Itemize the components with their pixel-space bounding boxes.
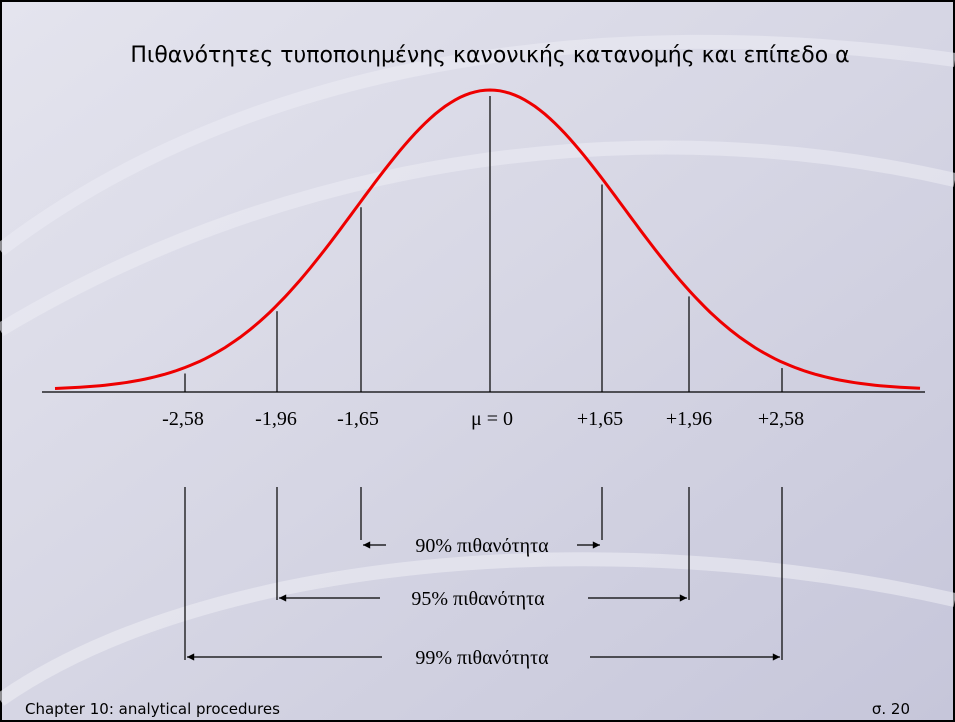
marker-label: -2,58 [162, 408, 204, 430]
marker-labels: -2,58 -1,96 -1,65 μ = 0 +1,65 +1,96 +2,5… [162, 408, 804, 430]
range-label: 90% πιθανότητα [415, 535, 549, 557]
range-label: 99% πιθανότητα [415, 647, 549, 669]
footer-left: Chapter 10: analytical procedures [25, 700, 280, 718]
marker-label: +1,65 [577, 408, 623, 430]
normal-curve [54, 88, 921, 390]
markers-lines [184, 96, 783, 392]
marker-label: -1,65 [337, 408, 379, 430]
marker-label: +2,58 [758, 408, 804, 430]
marker-label: +1,96 [666, 408, 712, 430]
decor [0, 34, 955, 706]
footer-right: σ. 20 [872, 700, 910, 718]
marker-label: μ = 0 [471, 408, 513, 430]
range-label: 95% πιθανότητα [411, 588, 545, 610]
marker-label: -1,96 [255, 408, 297, 430]
title: Πιθανότητες τυποποιημένης κανονικής κατα… [130, 43, 849, 68]
range-brackets: 90% πιθανότητα 95% πιθανότητα 99% πιθανό… [184, 487, 783, 669]
